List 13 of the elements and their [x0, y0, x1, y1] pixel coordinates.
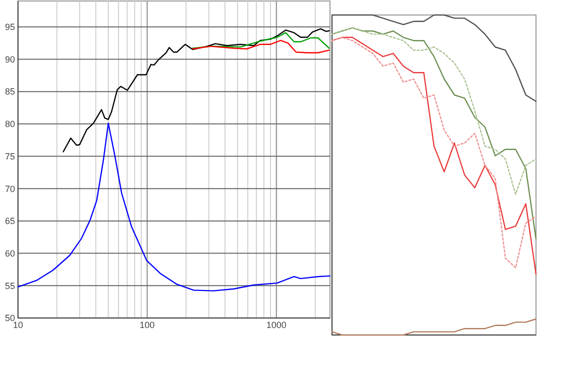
y-tick-label: 70: [4, 184, 15, 194]
x-tick-label: 100: [140, 320, 155, 330]
y-tick-label: 80: [4, 119, 15, 130]
y-tick-label: 65: [4, 216, 15, 226]
x-tick-label: 1000: [266, 320, 286, 330]
y-tick-label: 90: [4, 54, 15, 64]
y-tick-label: 60: [4, 248, 15, 258]
x-tick-label: 10: [12, 320, 24, 330]
y-tick-label: 50: [4, 313, 15, 324]
y-tick-label: 55: [4, 280, 15, 291]
y-tick-label: 75: [4, 151, 15, 162]
y-tick-label: 95: [4, 22, 15, 32]
y-tick-label: 85: [4, 86, 15, 97]
